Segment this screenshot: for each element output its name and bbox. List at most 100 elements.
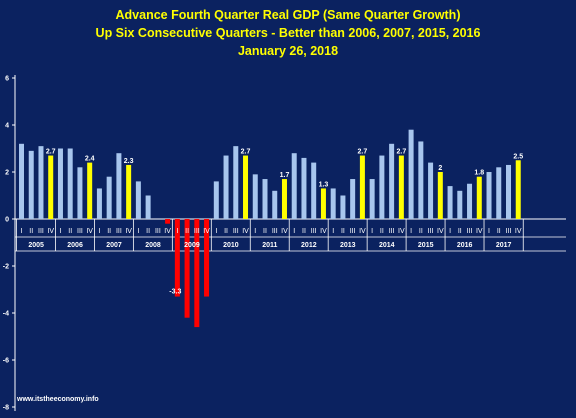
y-tick-label: 0 bbox=[5, 217, 9, 224]
quarter-tick-label: III bbox=[155, 228, 161, 235]
quarter-tick-label: III bbox=[116, 228, 122, 235]
quarter-tick-label: II bbox=[380, 228, 384, 235]
quarter-tick-label: IV bbox=[437, 228, 444, 235]
quarter-tick-label: IV bbox=[281, 228, 288, 235]
quarter-tick-label: IV bbox=[476, 228, 483, 235]
bar bbox=[496, 167, 502, 219]
quarter-tick-label: II bbox=[302, 228, 306, 235]
quarter-tick-label: II bbox=[263, 228, 267, 235]
quarter-tick-label: IV bbox=[125, 228, 132, 235]
quarter-tick-label: IV bbox=[320, 228, 327, 235]
chart-title-line-1: Advance Fourth Quarter Real GDP (Same Qu… bbox=[115, 8, 461, 22]
data-label: 2.7 bbox=[241, 149, 251, 156]
quarter-tick-label: III bbox=[506, 228, 512, 235]
year-tick-label: 2014 bbox=[379, 242, 395, 249]
data-label: 2 bbox=[438, 165, 442, 172]
bar bbox=[174, 219, 180, 297]
bar bbox=[457, 190, 463, 219]
bar bbox=[437, 172, 443, 219]
quarter-tick-label: I bbox=[254, 228, 256, 235]
quarter-tick-label: III bbox=[233, 228, 239, 235]
data-label: 2.7 bbox=[358, 149, 368, 156]
bar bbox=[213, 181, 219, 219]
bar bbox=[359, 155, 365, 219]
quarter-tick-label: II bbox=[458, 228, 462, 235]
quarter-tick-label: II bbox=[107, 228, 111, 235]
data-label: 2.3 bbox=[124, 158, 134, 165]
bar bbox=[96, 188, 102, 219]
data-label: 2.7 bbox=[46, 149, 56, 156]
year-tick-label: 2012 bbox=[301, 242, 317, 249]
quarter-tick-label: II bbox=[224, 228, 228, 235]
quarter-tick-label: I bbox=[371, 228, 373, 235]
quarter-tick-label: I bbox=[332, 228, 334, 235]
data-label: 2.7 bbox=[396, 149, 406, 156]
quarter-tick-label: III bbox=[389, 228, 395, 235]
year-tick-label: 2017 bbox=[496, 242, 512, 249]
bar bbox=[194, 219, 200, 328]
bar bbox=[476, 176, 482, 219]
chart-title-line-3: January 26, 2018 bbox=[237, 44, 339, 58]
quarter-tick-label: III bbox=[428, 228, 434, 235]
y-tick-label: 2 bbox=[5, 170, 9, 177]
bar bbox=[311, 162, 317, 219]
data-label: 2.5 bbox=[513, 153, 523, 160]
bar bbox=[379, 155, 385, 219]
quarter-tick-label: II bbox=[497, 228, 501, 235]
bar bbox=[428, 162, 434, 219]
year-tick-label: 2005 bbox=[28, 242, 44, 249]
quarter-tick-label: IV bbox=[359, 228, 366, 235]
quarter-tick-label: I bbox=[488, 228, 490, 235]
bar bbox=[340, 195, 346, 219]
y-tick-label: -4 bbox=[3, 311, 9, 318]
quarter-tick-label: IV bbox=[86, 228, 93, 235]
quarter-tick-label: III bbox=[272, 228, 278, 235]
quarter-tick-label: III bbox=[38, 228, 44, 235]
bar bbox=[506, 164, 511, 219]
quarter-tick-label: IV bbox=[242, 228, 249, 235]
bar bbox=[67, 148, 73, 219]
quarter-tick-label: III bbox=[194, 228, 200, 235]
bar bbox=[408, 129, 414, 219]
year-tick-label: 2011 bbox=[262, 242, 277, 249]
year-tick-label: 2013 bbox=[340, 242, 356, 249]
quarter-tick-label: III bbox=[467, 228, 473, 235]
bar bbox=[515, 160, 521, 219]
bar bbox=[330, 188, 336, 219]
year-tick-label: 2015 bbox=[418, 242, 434, 249]
bar bbox=[204, 219, 210, 297]
quarter-tick-label: I bbox=[176, 228, 178, 235]
quarter-tick-label: III bbox=[311, 228, 317, 235]
bar bbox=[106, 176, 112, 219]
data-label: -3.3 bbox=[169, 289, 181, 296]
quarter-tick-label: I bbox=[59, 228, 61, 235]
bar bbox=[350, 179, 356, 219]
bar bbox=[486, 172, 492, 219]
quarter-tick-label: II bbox=[68, 228, 72, 235]
bar bbox=[184, 219, 190, 318]
bar bbox=[116, 153, 122, 219]
credit-text: www.itstheeconomy.info bbox=[17, 396, 99, 403]
quarter-tick-label: IV bbox=[515, 228, 522, 235]
y-tick-label: 4 bbox=[5, 123, 9, 130]
year-tick-label: 2009 bbox=[184, 242, 200, 249]
bar bbox=[389, 143, 395, 219]
quarter-tick-label: II bbox=[419, 228, 423, 235]
y-tick-label: -8 bbox=[3, 405, 9, 412]
data-label: 1.8 bbox=[474, 170, 484, 177]
year-tick-label: 2010 bbox=[223, 242, 239, 249]
bar bbox=[262, 179, 268, 219]
quarter-tick-label: I bbox=[137, 228, 139, 235]
quarter-tick-label: III bbox=[77, 228, 83, 235]
y-tick-label: -2 bbox=[3, 264, 9, 271]
y-tick-label: 6 bbox=[5, 76, 9, 83]
bar bbox=[145, 195, 151, 219]
quarter-tick-label: II bbox=[185, 228, 189, 235]
quarter-tick-label: IV bbox=[398, 228, 405, 235]
bar bbox=[398, 155, 404, 219]
bar bbox=[272, 190, 278, 219]
bar bbox=[281, 179, 287, 219]
quarter-tick-label: I bbox=[215, 228, 217, 235]
quarter-tick-label: II bbox=[341, 228, 345, 235]
